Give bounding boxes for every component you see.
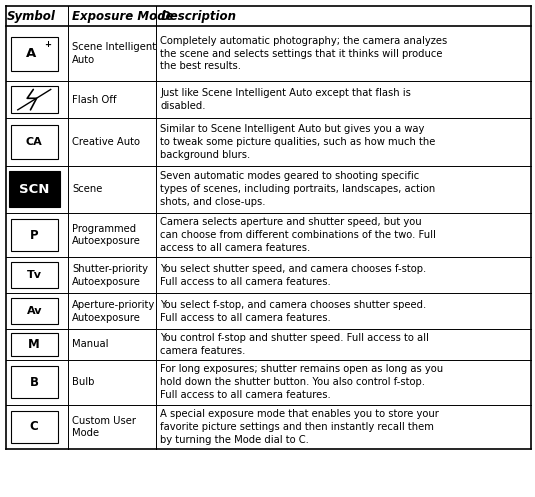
Text: Scene: Scene bbox=[72, 184, 103, 194]
Text: Aperture-priority
Autoexposure: Aperture-priority Autoexposure bbox=[72, 300, 156, 323]
Bar bbox=[11, 298, 58, 324]
Text: You select f-stop, and camera chooses shutter speed.
Full access to all camera f: You select f-stop, and camera chooses sh… bbox=[160, 300, 427, 323]
Text: You select shutter speed, and camera chooses f-stop.
Full access to all camera f: You select shutter speed, and camera cho… bbox=[160, 264, 427, 287]
Bar bbox=[11, 262, 58, 288]
Text: You control f-stop and shutter speed. Full access to all
camera features.: You control f-stop and shutter speed. Fu… bbox=[160, 333, 430, 356]
Text: Custom User
Mode: Custom User Mode bbox=[72, 415, 136, 438]
Bar bbox=[11, 366, 58, 398]
Bar bbox=[11, 219, 58, 251]
Text: C: C bbox=[30, 420, 39, 433]
Text: A special exposure mode that enables you to store your
favorite picture settings: A special exposure mode that enables you… bbox=[160, 409, 439, 445]
Text: Tv: Tv bbox=[27, 270, 42, 280]
Text: Just like Scene Intelligent Auto except that flash is
disabled.: Just like Scene Intelligent Auto except … bbox=[160, 88, 411, 111]
Bar bbox=[9, 171, 60, 207]
Text: A: A bbox=[26, 47, 36, 60]
Text: Camera selects aperture and shutter speed, but you
can choose from different com: Camera selects aperture and shutter spee… bbox=[160, 217, 437, 253]
Text: Symbol: Symbol bbox=[6, 10, 55, 23]
Text: SCN: SCN bbox=[19, 182, 49, 196]
Text: For long exposures; shutter remains open as long as you
hold down the shutter bu: For long exposures; shutter remains open… bbox=[160, 364, 444, 400]
Bar bbox=[11, 333, 58, 355]
Text: CA: CA bbox=[26, 137, 43, 147]
Text: Seven automatic modes geared to shooting specific
types of scenes, including por: Seven automatic modes geared to shooting… bbox=[160, 171, 435, 207]
Text: Programmed
Autoexposure: Programmed Autoexposure bbox=[72, 224, 141, 247]
Text: Shutter-priority
Autoexposure: Shutter-priority Autoexposure bbox=[72, 264, 148, 287]
Text: Description: Description bbox=[160, 10, 236, 23]
Text: P: P bbox=[30, 229, 39, 242]
Text: M: M bbox=[28, 338, 40, 351]
Text: +: + bbox=[44, 40, 51, 49]
Text: Av: Av bbox=[27, 306, 42, 316]
Text: Flash Off: Flash Off bbox=[72, 94, 117, 105]
Text: B: B bbox=[30, 376, 39, 389]
Text: Exposure Mode: Exposure Mode bbox=[72, 10, 174, 23]
Bar bbox=[11, 37, 58, 71]
Bar bbox=[11, 411, 58, 443]
Bar bbox=[11, 86, 58, 113]
Text: Completely automatic photography; the camera analyzes
the scene and selects sett: Completely automatic photography; the ca… bbox=[160, 36, 448, 72]
Text: Scene Intelligent
Auto: Scene Intelligent Auto bbox=[72, 42, 156, 65]
Text: Manual: Manual bbox=[72, 339, 109, 349]
Text: Similar to Scene Intelligent Auto but gives you a way
to tweak some picture qual: Similar to Scene Intelligent Auto but gi… bbox=[160, 124, 436, 160]
Bar bbox=[11, 125, 58, 159]
Text: Creative Auto: Creative Auto bbox=[72, 137, 140, 147]
Text: Bulb: Bulb bbox=[72, 377, 95, 387]
